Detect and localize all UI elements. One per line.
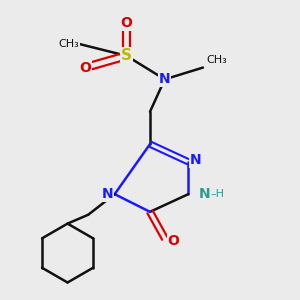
Text: N: N	[159, 72, 170, 86]
Text: –H: –H	[211, 189, 225, 199]
Text: CH₃: CH₃	[58, 39, 79, 49]
Text: N: N	[199, 187, 210, 201]
Text: CH₃: CH₃	[206, 55, 227, 64]
Text: O: O	[121, 16, 132, 30]
Text: N: N	[190, 153, 202, 167]
Text: S: S	[121, 48, 132, 63]
Text: O: O	[168, 234, 179, 248]
Text: N: N	[101, 187, 113, 201]
Text: O: O	[79, 61, 91, 75]
